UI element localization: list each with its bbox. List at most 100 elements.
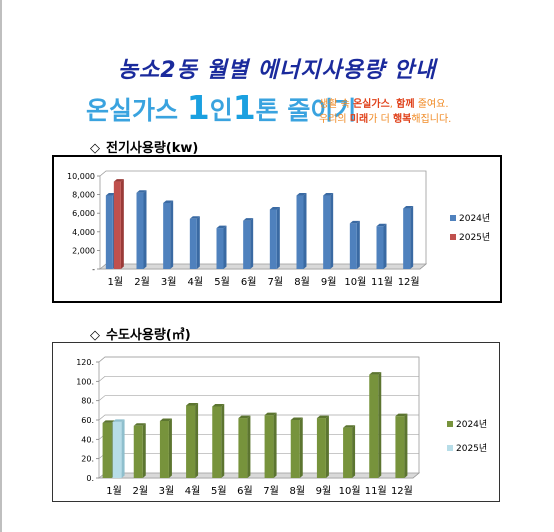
water-chart-bar [212,403,225,478]
electricity-chart-frame: - 2,000 4,000 6,000 8,000 10,000 1월 2월 3월 4월 5월 6월 7… [52,155,502,303]
electricity-chart-bar-face [383,223,387,269]
electricity-chart-bar-face [170,200,174,269]
electricity-chart-bar-face [120,179,124,269]
water-chart-y-tick-label: 120. [76,358,94,367]
water-chart-bar-face [142,423,146,478]
water-chart-x-tick-label: 8월 [289,485,305,497]
water-chart-bar [343,425,356,478]
slogan-subtext-line: 우리의 미래가 더 행복해집니다. [319,112,451,127]
slogan-text: 가 더 [368,114,393,125]
page-title: 농소2동 월별 에너지사용량 안내 [117,58,437,83]
diamond-icon: ◇ [90,328,100,343]
water-chart-bar-face [159,418,172,421]
water-chart-bar-face [238,415,251,419]
water-section-heading: ◇ 수도사용량(㎥) [90,324,191,343]
water-chart-y-tick-label: 80. [81,397,94,406]
water-chart-x-tick-label: 5월 [211,485,227,497]
water-chart-gridline [98,375,419,382]
page-left-border [0,0,2,532]
slogan-part: 인 [209,96,233,125]
electricity-chart-bar-face [136,192,144,269]
electricity-chart-bar-face [216,228,224,269]
slogan-number: 1 [232,88,256,127]
electricity-chart-bar-face [349,223,357,269]
water-chart-bar-face [133,423,146,426]
water-chart-bar-face [378,372,382,478]
electricity-chart-bar-face [323,195,331,269]
water-chart-y-tick-label: 40. [81,435,94,444]
water-chart-bar-face [238,418,248,478]
electricity-chart-floor [98,263,428,270]
slogan-highlight: 미래 [349,114,369,125]
electricity-chart-x-tick-label: 3월 [161,276,177,288]
electricity-chart-bar-face [189,216,200,219]
electricity-chart-y-tick-label: 4,000 [72,228,95,237]
electricity-chart-bar-face [296,195,304,269]
water-chart-bar-face [290,420,300,478]
electricity-chart-bar [296,193,307,269]
electricity-chart-legend-swatch [450,234,456,240]
electricity-chart-bar-face [113,179,124,182]
water-chart-bar [395,413,408,478]
electricity-chart-bar [243,218,254,269]
water-chart-bar-face [369,372,382,375]
water-chart-bar [316,415,329,478]
water-chart: 0. 20. 40. 60. 80. 100. 120. 1월 2월 3월 4월 5월 6월 7월 8월 9월… [76,356,487,497]
water-chart-bar-face [112,421,122,478]
water-chart-bar [133,423,146,478]
water-chart-x-tick-label: 2월 [132,485,148,497]
water-chart-bar [290,417,303,478]
water-chart-bar-face [102,422,112,478]
electricity-chart-bar-face [105,195,113,269]
slogan-highlight: 행복 [392,114,412,125]
slogan-text: , [389,99,397,110]
diamond-icon: ◇ [90,141,100,156]
slogan-part: 온실가스 [86,96,187,125]
electricity-chart-bar [189,216,200,269]
electricity-chart-bar-face [376,223,387,227]
electricity-chart-bar-face [303,193,307,269]
water-chart-x-tick-label: 11월 [365,485,387,497]
water-chart-bar-face [395,413,408,417]
water-chart-bar-face [168,418,172,478]
electricity-chart-x-tick-label: 4월 [188,276,204,288]
electricity-chart-bar [349,220,360,269]
electricity-section-heading: ◇ 전기사용량(kw) [90,137,198,156]
water-chart-x-tick-label: 4월 [185,485,201,497]
water-chart-gridline [98,356,419,363]
electricity-chart-bar-face [403,206,414,209]
electricity-chart-x-tick-label: 12월 [398,276,420,288]
electricity-chart-x-tick-label: 9월 [321,276,337,288]
water-chart-x-tick-label: 12월 [391,485,413,497]
water-chart-bar-face [290,417,303,420]
electricity-chart-y-tick-label: 2,000 [72,246,95,255]
water-chart-gridline [98,414,419,421]
slogan-text: 생활 속 [319,99,353,110]
slogan-subtext-line: 생활 속 온실가스, 함께 줄여요. [319,97,451,112]
electricity-chart-bar-face [330,193,334,269]
water-chart-bar-face [264,412,277,416]
electricity-chart-bar-face [269,206,280,210]
electricity-chart-legend-swatch [450,215,456,221]
water-chart-bar-face [212,403,225,407]
electricity-chart-bar [113,179,124,269]
electricity-chart-bar-face [189,218,197,269]
water-chart-bar-face [299,417,303,478]
water-chart-bar [186,403,199,478]
electricity-chart-bar-face [163,202,171,269]
water-chart-legend-label: 2025년 [456,443,487,454]
water-chart-bar-face [133,425,143,478]
water-chart-legend-swatch [447,421,453,427]
slogan-text: 해집니다. [411,114,452,125]
water-chart-bar-face [212,406,222,478]
water-chart-bar-face [325,415,329,478]
water-chart-bar-face [343,425,356,428]
electricity-chart-bar [403,206,414,269]
water-chart-gridline [98,395,419,401]
water-chart-bar-face [343,427,353,478]
electricity-chart-bar-face [243,220,251,269]
water-chart-y-tick-label: 100. [76,377,94,386]
electricity-chart-bar-face [356,220,360,269]
electricity-chart-x-tick-label: 7월 [268,276,284,288]
electricity-chart-y-tick-label: 10,000 [67,172,95,181]
